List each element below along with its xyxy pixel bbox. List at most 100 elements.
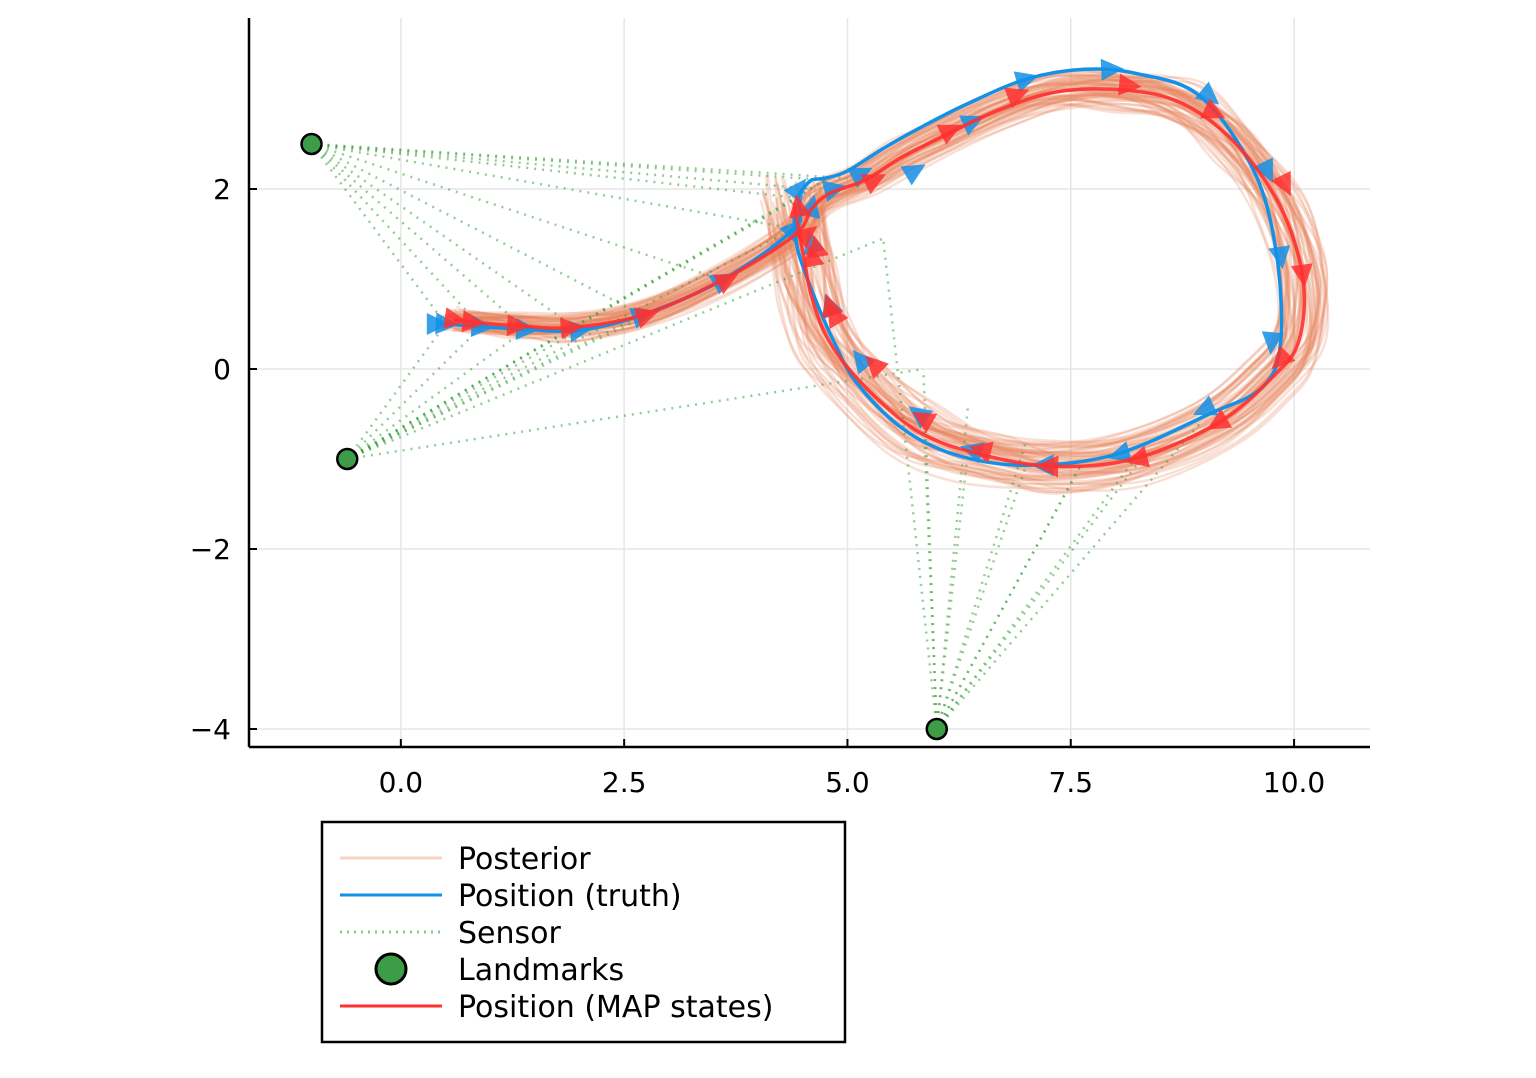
sensor-line bbox=[311, 142, 799, 200]
map-marker bbox=[936, 124, 962, 145]
sensor-line bbox=[935, 453, 1139, 730]
x-tick-label: 0.0 bbox=[379, 766, 424, 799]
map-marker bbox=[1200, 98, 1226, 119]
y-ticks: −4 −2 0 2 bbox=[190, 173, 257, 746]
sensor-line bbox=[881, 238, 939, 730]
posterior-sample bbox=[453, 103, 1297, 494]
x-tick-label: 10.0 bbox=[1263, 766, 1325, 799]
sensor-line bbox=[935, 464, 1028, 730]
landmarks-series bbox=[300, 132, 949, 741]
posterior-sample bbox=[442, 82, 1288, 466]
truth-marker bbox=[1107, 441, 1133, 463]
sensor-line bbox=[346, 237, 884, 461]
y-tick-label: 0 bbox=[213, 353, 231, 386]
sensor-line bbox=[346, 325, 483, 460]
map-marker bbox=[792, 225, 818, 249]
legend-item-sensor: Sensor bbox=[340, 916, 561, 951]
posterior-sample bbox=[445, 79, 1284, 459]
sensor-line bbox=[310, 143, 447, 325]
posterior-sample bbox=[447, 68, 1291, 444]
map-marker bbox=[802, 243, 825, 269]
truth-marker bbox=[1194, 81, 1220, 105]
sensor-line bbox=[346, 323, 447, 460]
posterior-sample bbox=[448, 76, 1284, 452]
map-marker bbox=[912, 412, 938, 433]
landmark-point bbox=[300, 132, 323, 156]
legend-item-truth: Position (truth) bbox=[340, 879, 682, 914]
x-ticks: 0.0 2.5 5.0 7.5 10.0 bbox=[379, 739, 1325, 799]
map-marker bbox=[789, 194, 811, 219]
truth-marker bbox=[852, 349, 876, 375]
map-marker bbox=[860, 174, 886, 195]
legend-label-posterior: Posterior bbox=[458, 842, 591, 877]
truth-marker bbox=[900, 164, 926, 186]
map-marker bbox=[1125, 445, 1150, 468]
map-marker bbox=[633, 307, 659, 329]
posterior-sample bbox=[443, 101, 1288, 490]
posterior-samples bbox=[442, 68, 1330, 495]
truth-marker bbox=[1013, 71, 1039, 93]
map-marker bbox=[1206, 408, 1233, 430]
sensor-line bbox=[310, 142, 643, 317]
map-marker bbox=[827, 303, 849, 329]
sensor-line bbox=[346, 328, 527, 461]
posterior-sample bbox=[446, 82, 1300, 464]
sensor-line bbox=[311, 142, 826, 182]
map-marker bbox=[506, 314, 530, 337]
map-series bbox=[443, 73, 1313, 478]
map-marker bbox=[713, 273, 739, 295]
truth-marker bbox=[847, 167, 873, 188]
grid bbox=[249, 18, 1370, 747]
legend: Posterior Position (truth) Sensor Landma… bbox=[320, 820, 847, 1044]
truth-marker bbox=[1268, 245, 1290, 270]
posterior-sample bbox=[450, 82, 1283, 457]
sensor-line bbox=[347, 367, 924, 461]
legend-item-landmarks: Landmarks bbox=[374, 952, 624, 988]
legend-swatch-landmarks bbox=[374, 952, 408, 986]
map-marker bbox=[559, 317, 584, 340]
truth-marker bbox=[783, 178, 807, 204]
landmark-point bbox=[336, 447, 359, 471]
legend-label-truth: Position (truth) bbox=[458, 879, 682, 914]
x-tick-label: 5.0 bbox=[825, 766, 870, 799]
sensor-line bbox=[311, 142, 848, 180]
sensor-line bbox=[311, 142, 723, 282]
y-tick-label: −2 bbox=[190, 533, 231, 566]
sensor-line bbox=[310, 143, 527, 331]
sensor-line bbox=[311, 142, 795, 230]
sensor-line bbox=[346, 329, 581, 461]
posterior-sample bbox=[463, 98, 1325, 492]
sensor-line bbox=[346, 313, 643, 461]
y-tick-label: −4 bbox=[190, 713, 231, 746]
legend-label-map: Position (MAP states) bbox=[458, 990, 773, 1025]
truth-marker bbox=[1100, 58, 1124, 81]
sensor-line bbox=[310, 142, 581, 332]
sensor-line bbox=[310, 143, 483, 328]
map-marker bbox=[1290, 263, 1313, 288]
map-marker bbox=[1004, 87, 1030, 109]
map-marker bbox=[968, 441, 994, 464]
map-marker bbox=[461, 310, 486, 333]
posterior-sample bbox=[450, 95, 1287, 481]
x-tick-label: 7.5 bbox=[1049, 766, 1094, 799]
posterior-sample bbox=[443, 94, 1292, 479]
truth-marker bbox=[1253, 157, 1273, 183]
map-marker bbox=[1271, 345, 1296, 370]
sensor-line bbox=[935, 422, 1202, 730]
map-marker bbox=[1271, 170, 1291, 197]
axes: 0.0 2.5 5.0 7.5 10.0 −4 −2 0 2 bbox=[190, 18, 1370, 799]
landmark-point bbox=[925, 717, 949, 741]
map-marker bbox=[1035, 455, 1059, 478]
sensor-line bbox=[935, 458, 1086, 730]
legend-label-sensor: Sensor bbox=[458, 916, 561, 951]
map-marker bbox=[443, 307, 468, 329]
map-marker bbox=[865, 355, 889, 380]
y-tick-label: 2 bbox=[213, 173, 231, 206]
map-marker bbox=[1118, 73, 1142, 96]
truth-marker bbox=[1261, 331, 1284, 355]
legend-label-landmarks: Landmarks bbox=[458, 953, 624, 988]
sensor-lines bbox=[310, 142, 1202, 730]
x-tick-label: 2.5 bbox=[602, 766, 647, 799]
truth-marker bbox=[1192, 395, 1219, 416]
